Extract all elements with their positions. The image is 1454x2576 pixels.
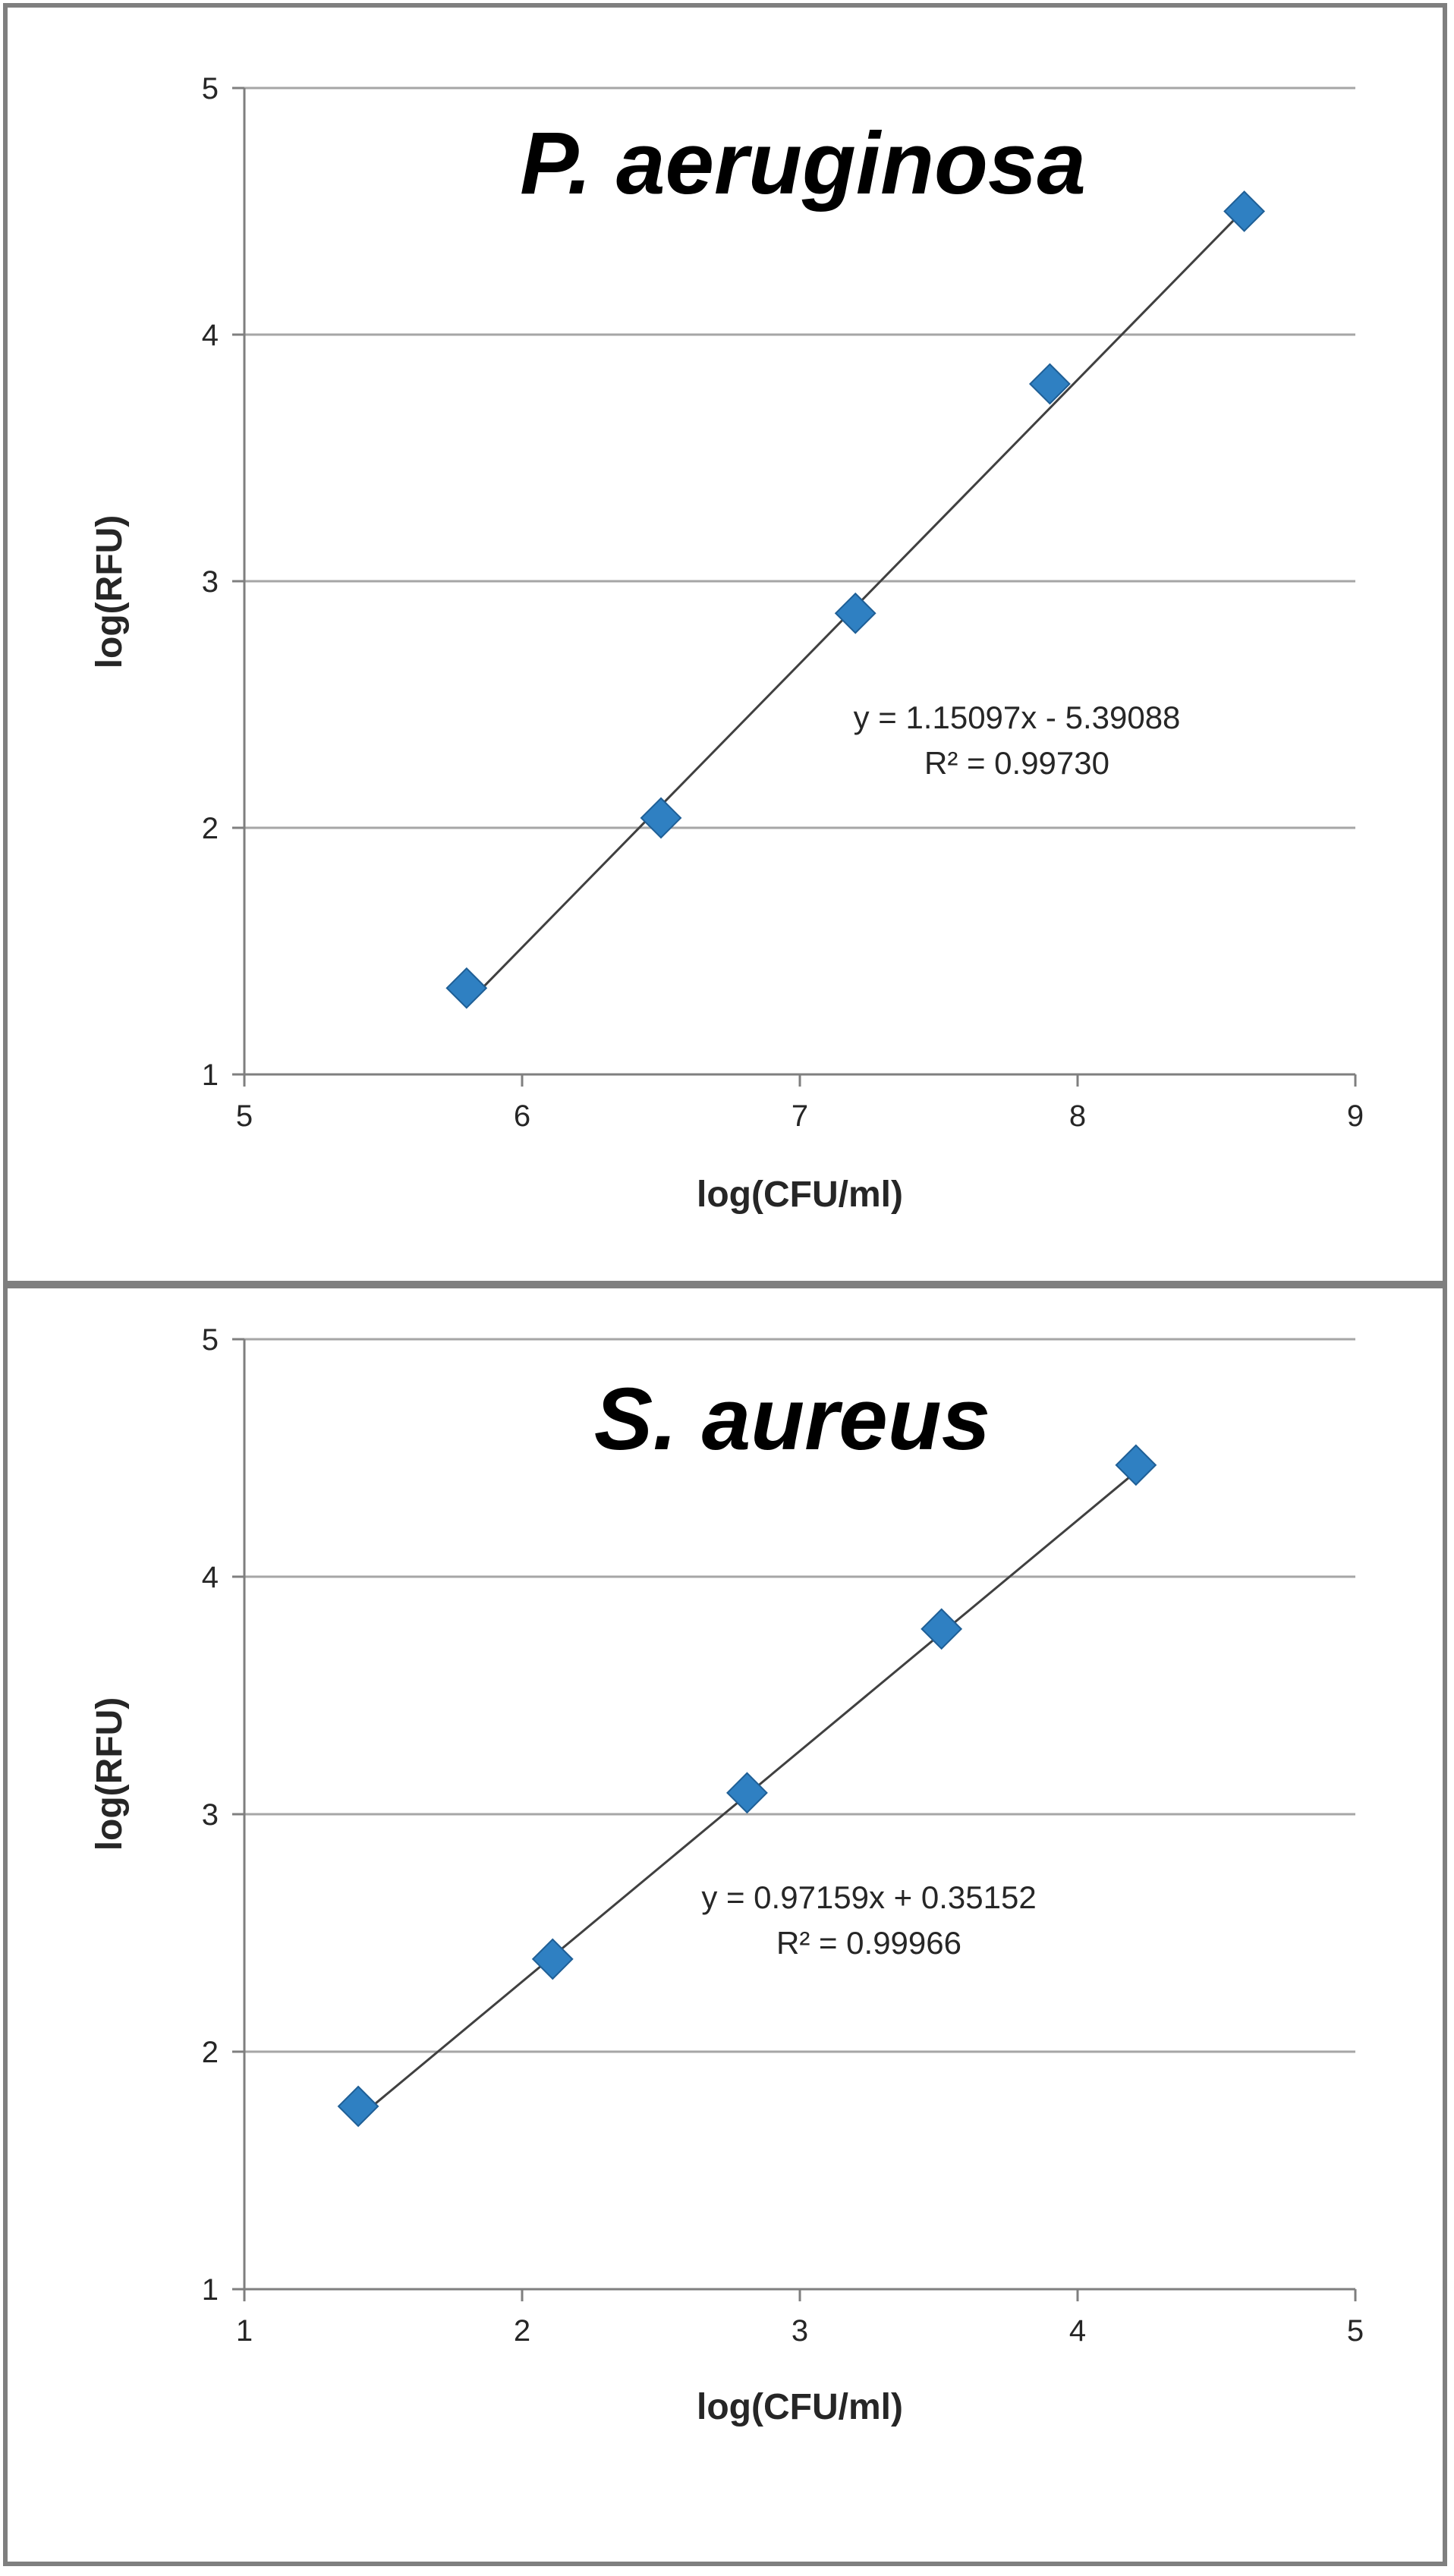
y-tick-label: 4 [202,1561,219,1594]
y-tick-label: 4 [202,319,219,352]
scatter-chart-p-aeruginosa: 1 2 3 4 5 5 6 7 8 9 P. aeruginosa y = 1.15097x - … [90,72,1364,1215]
y-tick-label: 1 [202,1058,219,1092]
x-tick-label: 2 [514,2314,530,2348]
x-tick-label: 1 [236,2314,253,2348]
chart-panel-p-aeruginosa: 1 2 3 4 5 5 6 7 8 9 P. aeruginosa y = 1.15097x - … [3,3,1447,1285]
data-point-3 [834,592,876,634]
y-tick-label: 3 [202,1798,219,1832]
x-axis-title: log(CFU/ml) [697,1175,903,1215]
x-tick-label: 8 [1069,1099,1086,1133]
data-point-5 [1115,1444,1157,1486]
y-axis-title: log(RFU) [90,1697,130,1851]
x-tick-label: 4 [1069,2314,1086,2348]
x-tick-label: 9 [1347,1099,1364,1133]
data-point-1 [337,2085,379,2128]
y-tick-label: 1 [202,2273,219,2307]
y-tick-label: 5 [202,72,219,105]
data-point-2 [640,797,682,839]
y-tick-label: 2 [202,2036,219,2069]
chart-title: S. aureus [594,1370,990,1468]
chart-title: P. aeruginosa [520,114,1086,212]
trendline-equation: y = 0.97159x + 0.35152 [701,1879,1036,1915]
trendline-equation: y = 1.15097x - 5.39088 [854,700,1181,735]
r-squared-label: R² = 0.99730 [924,745,1109,781]
data-point-1 [445,967,488,1009]
x-tick-label: 7 [792,1099,808,1133]
r-squared-label: R² = 0.99966 [776,1925,961,1961]
y-tick-label: 2 [202,812,219,845]
x-tick-label: 5 [236,1099,253,1133]
data-point-2 [531,1938,574,1980]
x-tick-label: 5 [1347,2314,1364,2348]
data-point-4 [1028,363,1071,405]
y-tick-label: 3 [202,565,219,599]
chart-panel-s-aureus: 1 2 3 4 5 1 2 3 4 5 S. aureus y = 0.97159x + 0.35… [3,1284,1447,2566]
y-tick-label: 5 [202,1323,219,1357]
data-point-4 [921,1608,963,1650]
y-axis-title: log(RFU) [90,515,130,669]
data-point-3 [726,1772,768,1814]
x-tick-label: 3 [792,2314,808,2348]
x-tick-label: 6 [514,1099,530,1133]
scatter-chart-s-aureus: 1 2 3 4 5 1 2 3 4 5 S. aureus y = 0.97159x + 0.35… [90,1323,1364,2427]
x-axis-title: log(CFU/ml) [697,2387,903,2427]
data-point-5 [1223,190,1266,232]
